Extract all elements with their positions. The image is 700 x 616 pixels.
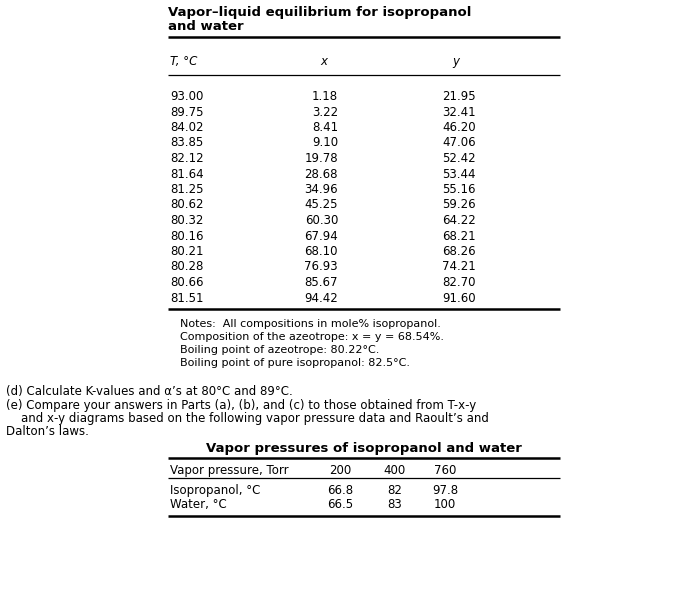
Text: Isopropanol, °C: Isopropanol, °C <box>170 484 260 497</box>
Text: 74.21: 74.21 <box>442 261 476 274</box>
Text: 80.66: 80.66 <box>170 276 204 289</box>
Text: 28.68: 28.68 <box>304 168 338 180</box>
Text: 67.94: 67.94 <box>304 230 338 243</box>
Text: 66.5: 66.5 <box>327 498 353 511</box>
Text: 81.51: 81.51 <box>170 291 204 304</box>
Text: 46.20: 46.20 <box>442 121 476 134</box>
Text: 200: 200 <box>329 464 351 477</box>
Text: 68.21: 68.21 <box>442 230 476 243</box>
Text: 45.25: 45.25 <box>304 198 338 211</box>
Text: 47.06: 47.06 <box>442 137 476 150</box>
Text: (d) Calculate K-values and α’s at 80°C and 89°C.: (d) Calculate K-values and α’s at 80°C a… <box>6 385 293 398</box>
Text: 80.28: 80.28 <box>170 261 204 274</box>
Text: Vapor pressure, Torr: Vapor pressure, Torr <box>170 464 288 477</box>
Text: 64.22: 64.22 <box>442 214 476 227</box>
Text: (e) Compare your answers in Parts (a), (b), and (c) to those obtained from T-x-y: (e) Compare your answers in Parts (a), (… <box>6 399 476 412</box>
Text: 76.93: 76.93 <box>304 261 338 274</box>
Text: Vapor pressures of isopropanol and water: Vapor pressures of isopropanol and water <box>206 442 522 455</box>
Text: 80.21: 80.21 <box>170 245 204 258</box>
Text: and x-y diagrams based on the following vapor pressure data and Raoult’s and: and x-y diagrams based on the following … <box>6 412 489 425</box>
Text: 53.44: 53.44 <box>442 168 476 180</box>
Text: 81.25: 81.25 <box>170 183 204 196</box>
Text: 59.26: 59.26 <box>442 198 476 211</box>
Text: Dalton’s laws.: Dalton’s laws. <box>6 425 89 438</box>
Text: 55.16: 55.16 <box>442 183 476 196</box>
Text: 93.00: 93.00 <box>170 90 204 103</box>
Text: 84.02: 84.02 <box>170 121 204 134</box>
Text: 91.60: 91.60 <box>442 291 476 304</box>
Text: 80.32: 80.32 <box>170 214 204 227</box>
Text: Water, °C: Water, °C <box>170 498 227 511</box>
Text: 760: 760 <box>434 464 456 477</box>
Text: 9.10: 9.10 <box>312 137 338 150</box>
Text: 82.70: 82.70 <box>442 276 476 289</box>
Text: 97.8: 97.8 <box>432 484 458 497</box>
Text: 82: 82 <box>388 484 402 497</box>
Text: 34.96: 34.96 <box>304 183 338 196</box>
Text: 19.78: 19.78 <box>304 152 338 165</box>
Text: 80.62: 80.62 <box>170 198 204 211</box>
Text: Boiling point of pure isopropanol: 82.5°C.: Boiling point of pure isopropanol: 82.5°… <box>180 358 410 368</box>
Text: 85.67: 85.67 <box>304 276 338 289</box>
Text: 83: 83 <box>388 498 402 511</box>
Text: 400: 400 <box>384 464 406 477</box>
Text: 8.41: 8.41 <box>312 121 338 134</box>
Text: 1.18: 1.18 <box>312 90 338 103</box>
Text: 83.85: 83.85 <box>170 137 203 150</box>
Text: T, °C: T, °C <box>170 55 197 68</box>
Text: 82.12: 82.12 <box>170 152 204 165</box>
Text: x: x <box>321 55 328 68</box>
Text: Vapor–liquid equilibrium for isopropanol: Vapor–liquid equilibrium for isopropanol <box>168 6 471 19</box>
Text: 68.26: 68.26 <box>442 245 476 258</box>
Text: Notes:  All compositions in mole% isopropanol.: Notes: All compositions in mole% isoprop… <box>180 319 441 329</box>
Text: Composition of the azeotrope: x = y = 68.54%.: Composition of the azeotrope: x = y = 68… <box>180 332 444 342</box>
Text: 68.10: 68.10 <box>304 245 338 258</box>
Text: 94.42: 94.42 <box>304 291 338 304</box>
Text: 89.75: 89.75 <box>170 105 204 118</box>
Text: 60.30: 60.30 <box>304 214 338 227</box>
Text: 3.22: 3.22 <box>312 105 338 118</box>
Text: 81.64: 81.64 <box>170 168 204 180</box>
Text: 21.95: 21.95 <box>442 90 476 103</box>
Text: 32.41: 32.41 <box>442 105 476 118</box>
Text: 66.8: 66.8 <box>327 484 353 497</box>
Text: 100: 100 <box>434 498 456 511</box>
Text: y: y <box>452 55 459 68</box>
Text: 52.42: 52.42 <box>442 152 476 165</box>
Text: and water: and water <box>168 20 244 33</box>
Text: 80.16: 80.16 <box>170 230 204 243</box>
Text: Boiling point of azeotrope: 80.22°C.: Boiling point of azeotrope: 80.22°C. <box>180 345 379 355</box>
